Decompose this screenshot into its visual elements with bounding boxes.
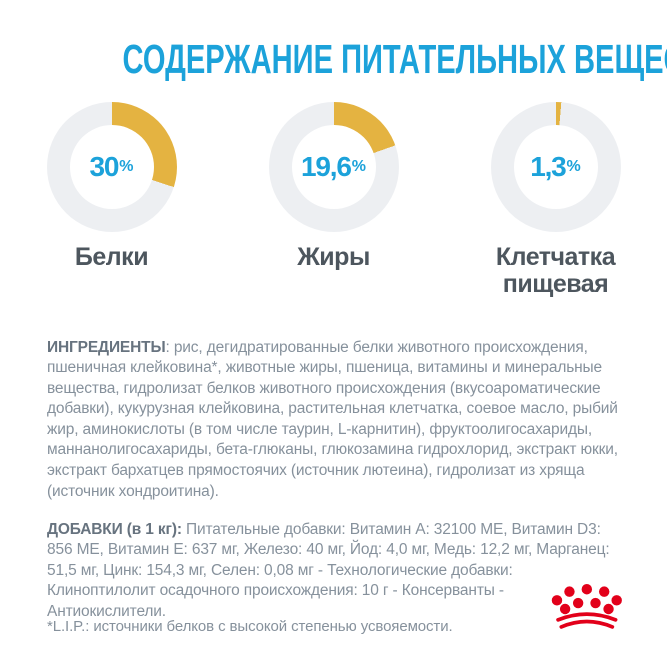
nutrient-donut-charts: 30 % Белки 19,6 % Жиры 1,3 % Клетчатка п… (0, 102, 667, 298)
chart-column-fat: 19,6 % Жиры (223, 102, 445, 298)
chart-column-protein: 30 % Белки (1, 102, 223, 298)
crown-icon (551, 584, 622, 629)
donut-value-number: 30 (89, 151, 120, 182)
donut-label-fiber: Клетчатка пищевая (495, 243, 616, 298)
lip-footnote: *L.I.P.: источники белков с высокой степ… (47, 618, 453, 635)
percent-sign: % (566, 158, 581, 175)
donut-chart-protein: 30 % (46, 102, 177, 232)
additives-paragraph: ДОБАВКИ (в 1 кг): Питательные добавки: В… (47, 520, 625, 623)
ingredients-heading: ИНГРЕДИЕНТЫ (47, 338, 166, 356)
additives-text: Питательные добавки: Витамин А: 32100 МЕ… (47, 520, 610, 620)
additives-heading: ДОБАВКИ (в 1 кг): (47, 520, 182, 538)
percent-sign: % (351, 158, 366, 175)
donut-value-fiber: 1,3 % (491, 102, 621, 232)
donut-hole (69, 125, 154, 209)
royal-canin-logo (551, 584, 627, 634)
donut-label-fat: Жиры (297, 243, 370, 271)
donut-hole (291, 125, 376, 209)
chart-column-fiber: 1,3 % Клетчатка пищевая (445, 102, 667, 298)
page-title: СОДЕРЖАНИЕ ПИТАТЕЛЬНЫХ ВЕЩЕСТВ (0, 36, 667, 83)
donut-value-protein: 30 % (47, 102, 177, 232)
donut-chart-fiber: 1,3 % (490, 102, 621, 232)
donut-label-protein: Белки (74, 243, 149, 271)
percent-sign: % (119, 158, 134, 175)
ingredients-text: : рис, дегидратированные белки животного… (47, 338, 618, 500)
donut-value-fat: 19,6 % (269, 102, 399, 232)
ingredients-paragraph: ИНГРЕДИЕНТЫ: рис, дегидратированные белк… (47, 338, 625, 503)
donut-value-number: 1,3 (530, 151, 567, 182)
donut-hole (513, 125, 598, 209)
donut-chart-fat: 19,6 % (268, 102, 399, 232)
page-title-text: СОДЕРЖАНИЕ ПИТАТЕЛЬНЫХ ВЕЩЕСТВ (122, 36, 667, 82)
donut-value-number: 19,6 (301, 151, 352, 182)
